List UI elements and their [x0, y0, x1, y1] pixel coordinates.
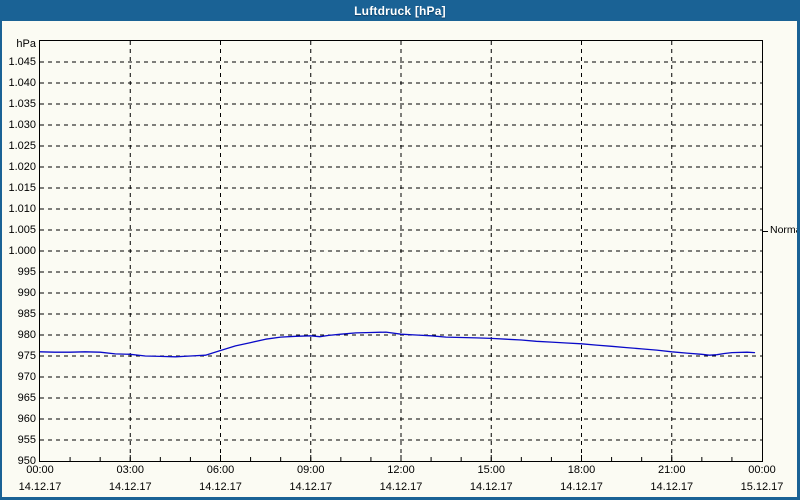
x-tick-date-label: 15.12.17	[740, 481, 784, 493]
x-tick-time-label: 18:00	[567, 464, 596, 476]
pressure-line-chart	[40, 41, 762, 461]
y-tick-label: 990	[17, 286, 36, 299]
y-tick-label: 1.005	[8, 223, 36, 236]
y-tick-label: 975	[17, 349, 36, 362]
x-tick-date-label: 14.12.17	[18, 481, 62, 493]
y-tick-label: 960	[17, 412, 36, 425]
y-axis-unit-label: hPa	[16, 38, 36, 50]
y-tick-label: 1.035	[8, 97, 36, 110]
x-tick-date-label: 14.12.17	[469, 481, 513, 493]
y-tick-label: 1.010	[8, 202, 36, 215]
y-tick-label: 980	[17, 328, 36, 341]
x-tick-date-label: 14.12.17	[289, 481, 333, 493]
x-tick-time-label: 09:00	[296, 464, 325, 476]
normal-pressure-label: Normal	[770, 224, 797, 237]
y-tick-label: 1.045	[8, 55, 36, 68]
x-tick-date-label: 14.12.17	[379, 481, 423, 493]
y-tick-label: 1.015	[8, 181, 36, 194]
x-tick-time-label: 12:00	[387, 464, 415, 476]
y-tick-label: 1.025	[8, 139, 36, 152]
x-tick-date-label: 14.12.17	[650, 481, 694, 493]
x-tick-date-label: 14.12.17	[199, 481, 242, 493]
x-tick-date-label: 14.12.17	[560, 481, 603, 493]
y-tick-label: 985	[17, 307, 36, 320]
chart-title: Luftdruck [hPa]	[354, 3, 446, 18]
x-tick-time-label: 00:00	[26, 464, 54, 476]
normal-pressure-tick	[763, 230, 768, 232]
y-tick-label: 995	[17, 265, 36, 278]
x-tick-date-label: 14.12.17	[108, 481, 152, 493]
y-tick-label: 970	[17, 370, 36, 383]
y-tick-label: 950	[17, 454, 36, 467]
x-tick-time-label: 21:00	[657, 464, 686, 476]
pressure-series-line	[40, 331, 756, 358]
y-tick-label: 1.040	[8, 76, 36, 89]
x-tick-time-label: 06:00	[206, 464, 235, 476]
y-tick-label: 1.030	[8, 118, 36, 131]
y-tick-label: 965	[17, 391, 36, 404]
y-tick-label: 1.020	[8, 160, 36, 173]
window-titlebar[interactable]: Luftdruck [hPa]	[0, 0, 800, 21]
x-tick-time-label: 00:00	[748, 464, 776, 476]
plot-area	[39, 40, 763, 462]
chart-panel: hPa 1.045 1.040 1.035 1.030 1.025 1.020 1.015 1…	[2, 21, 797, 497]
x-tick-time-label: 15:00	[477, 464, 506, 476]
y-tick-label: 955	[17, 433, 36, 446]
x-tick-time-label: 03:00	[116, 464, 145, 476]
y-tick-label: 1.000	[8, 244, 36, 257]
